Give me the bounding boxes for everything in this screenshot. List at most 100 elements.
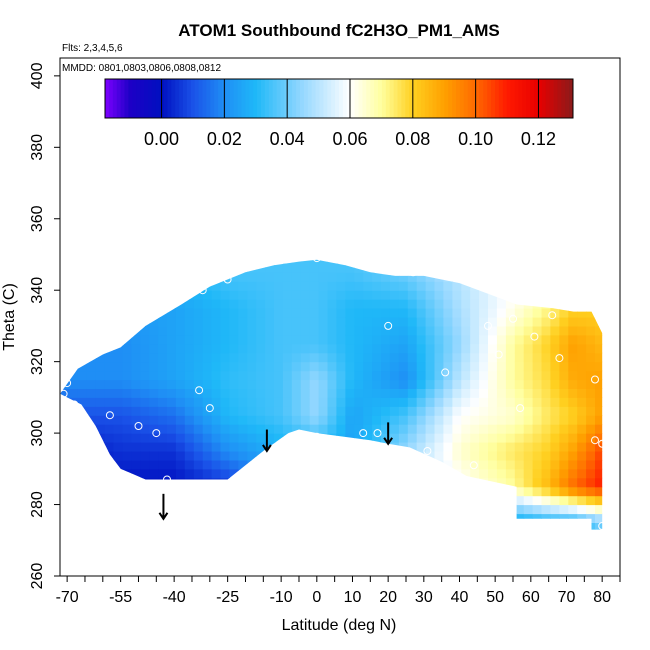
- heatmap-cell: [291, 334, 302, 345]
- heatmap-cell: [577, 531, 587, 541]
- heatmap-cell: [541, 424, 551, 434]
- heatmap-cell: [122, 397, 132, 407]
- heatmap-cell: [95, 317, 106, 327]
- heatmap-cell: [104, 513, 115, 523]
- heatmap-cell: [309, 468, 320, 479]
- heatmap-cell: [211, 352, 222, 363]
- heatmap-cell: [514, 352, 525, 363]
- heatmap-cell: [604, 460, 614, 470]
- heatmap-cell: [140, 343, 150, 354]
- heatmap-cell: [577, 361, 587, 372]
- heatmap-cell: [363, 308, 373, 318]
- heatmap-cell: [514, 325, 525, 336]
- heatmap-cell: [452, 317, 462, 327]
- heatmap-cell: [523, 308, 534, 318]
- heatmap-cell: [212, 531, 222, 541]
- heatmap-cell: [300, 424, 311, 434]
- colorbar-tick-label: 0.04: [270, 129, 305, 149]
- heatmap-cell: [149, 272, 159, 282]
- heatmap-cell: [282, 388, 293, 398]
- heatmap-cell: [425, 459, 436, 470]
- heatmap-cell: [167, 379, 177, 389]
- heatmap-cell: [461, 299, 471, 309]
- heatmap-cell: [95, 388, 106, 398]
- sample-point: [516, 404, 525, 413]
- heatmap-cell: [327, 397, 337, 407]
- heatmap-cell: [291, 259, 302, 264]
- colorbar-swatch: [561, 79, 566, 118]
- heatmap-cell: [318, 459, 329, 470]
- heatmap-cell: [372, 325, 382, 336]
- heatmap-cell: [523, 495, 534, 506]
- heatmap-cell: [140, 370, 150, 381]
- heatmap-cell: [479, 486, 489, 497]
- colorbar-swatch: [378, 79, 383, 118]
- heatmap-cell: [319, 246, 329, 256]
- heatmap-cell: [336, 299, 346, 309]
- heatmap-cell: [568, 415, 578, 425]
- heatmap-cell: [86, 263, 97, 273]
- heatmap-cell: [389, 504, 400, 515]
- heatmap-cell: [532, 477, 543, 488]
- sample-point: [134, 422, 143, 430]
- colorbar-swatch: [183, 79, 188, 118]
- heatmap-cell: [131, 281, 141, 291]
- heatmap-cell: [354, 343, 364, 354]
- heatmap-cell: [104, 259, 115, 264]
- heatmap-cell: [184, 352, 195, 363]
- heatmap-cell: [434, 334, 444, 345]
- heatmap-cell: [434, 513, 444, 523]
- heatmap-cell: [514, 451, 525, 461]
- heatmap-cell: [586, 495, 596, 506]
- heatmap-cell: [282, 290, 293, 300]
- heatmap-cell: [247, 263, 257, 273]
- heatmap-cell: [309, 308, 320, 318]
- heatmap-cell: [363, 486, 373, 497]
- heatmap-cell: [256, 406, 266, 416]
- heatmap-cell: [496, 433, 507, 443]
- heatmap-cell: [568, 370, 578, 381]
- heatmap-cell: [613, 299, 623, 309]
- heatmap-cell: [175, 504, 186, 515]
- heatmap-cell: [336, 468, 346, 479]
- heatmap-cell: [95, 263, 106, 273]
- heatmap-cell: [336, 531, 346, 541]
- heatmap-cell: [398, 308, 409, 318]
- heatmap-cell: [113, 334, 123, 345]
- heatmap-cell: [301, 246, 311, 256]
- heatmap-cell: [122, 290, 132, 300]
- heatmap-cell: [372, 424, 382, 434]
- heatmap-cell: [613, 505, 623, 514]
- heatmap-cell: [283, 531, 293, 541]
- x-tick-label: 80: [593, 589, 611, 606]
- heatmap-cell: [318, 352, 329, 363]
- heatmap-cell: [407, 370, 418, 381]
- heatmap-cell: [104, 504, 115, 515]
- colorbar-swatch: [140, 79, 145, 118]
- heatmap-cell: [95, 379, 106, 389]
- heatmap-cell: [175, 259, 186, 264]
- colorbar-swatch: [506, 79, 512, 118]
- colorbar-swatch: [565, 79, 570, 118]
- heatmap-cell: [416, 424, 427, 434]
- heatmap-cell: [122, 299, 132, 309]
- heatmap-cell: [416, 361, 427, 372]
- heatmap-cell: [541, 486, 551, 497]
- heatmap-cell: [559, 352, 569, 363]
- colorbar-swatch: [116, 79, 122, 118]
- heatmap-cell: [202, 370, 213, 381]
- heatmap-cell: [282, 459, 293, 470]
- heatmap-cell: [372, 281, 382, 291]
- heatmap-cell: [381, 495, 391, 506]
- heatmap-cell: [541, 415, 551, 425]
- heatmap-cell: [496, 513, 507, 523]
- heatmap-cell: [461, 246, 471, 256]
- heatmap-cell: [211, 433, 222, 443]
- heatmap-cell: [345, 415, 355, 425]
- heatmap-cell: [532, 308, 543, 318]
- heatmap-cell: [523, 477, 534, 488]
- heatmap-cell: [274, 477, 284, 488]
- heatmap-cell: [167, 325, 177, 336]
- colorbar-swatch: [167, 79, 172, 118]
- heatmap-cell: [202, 343, 213, 354]
